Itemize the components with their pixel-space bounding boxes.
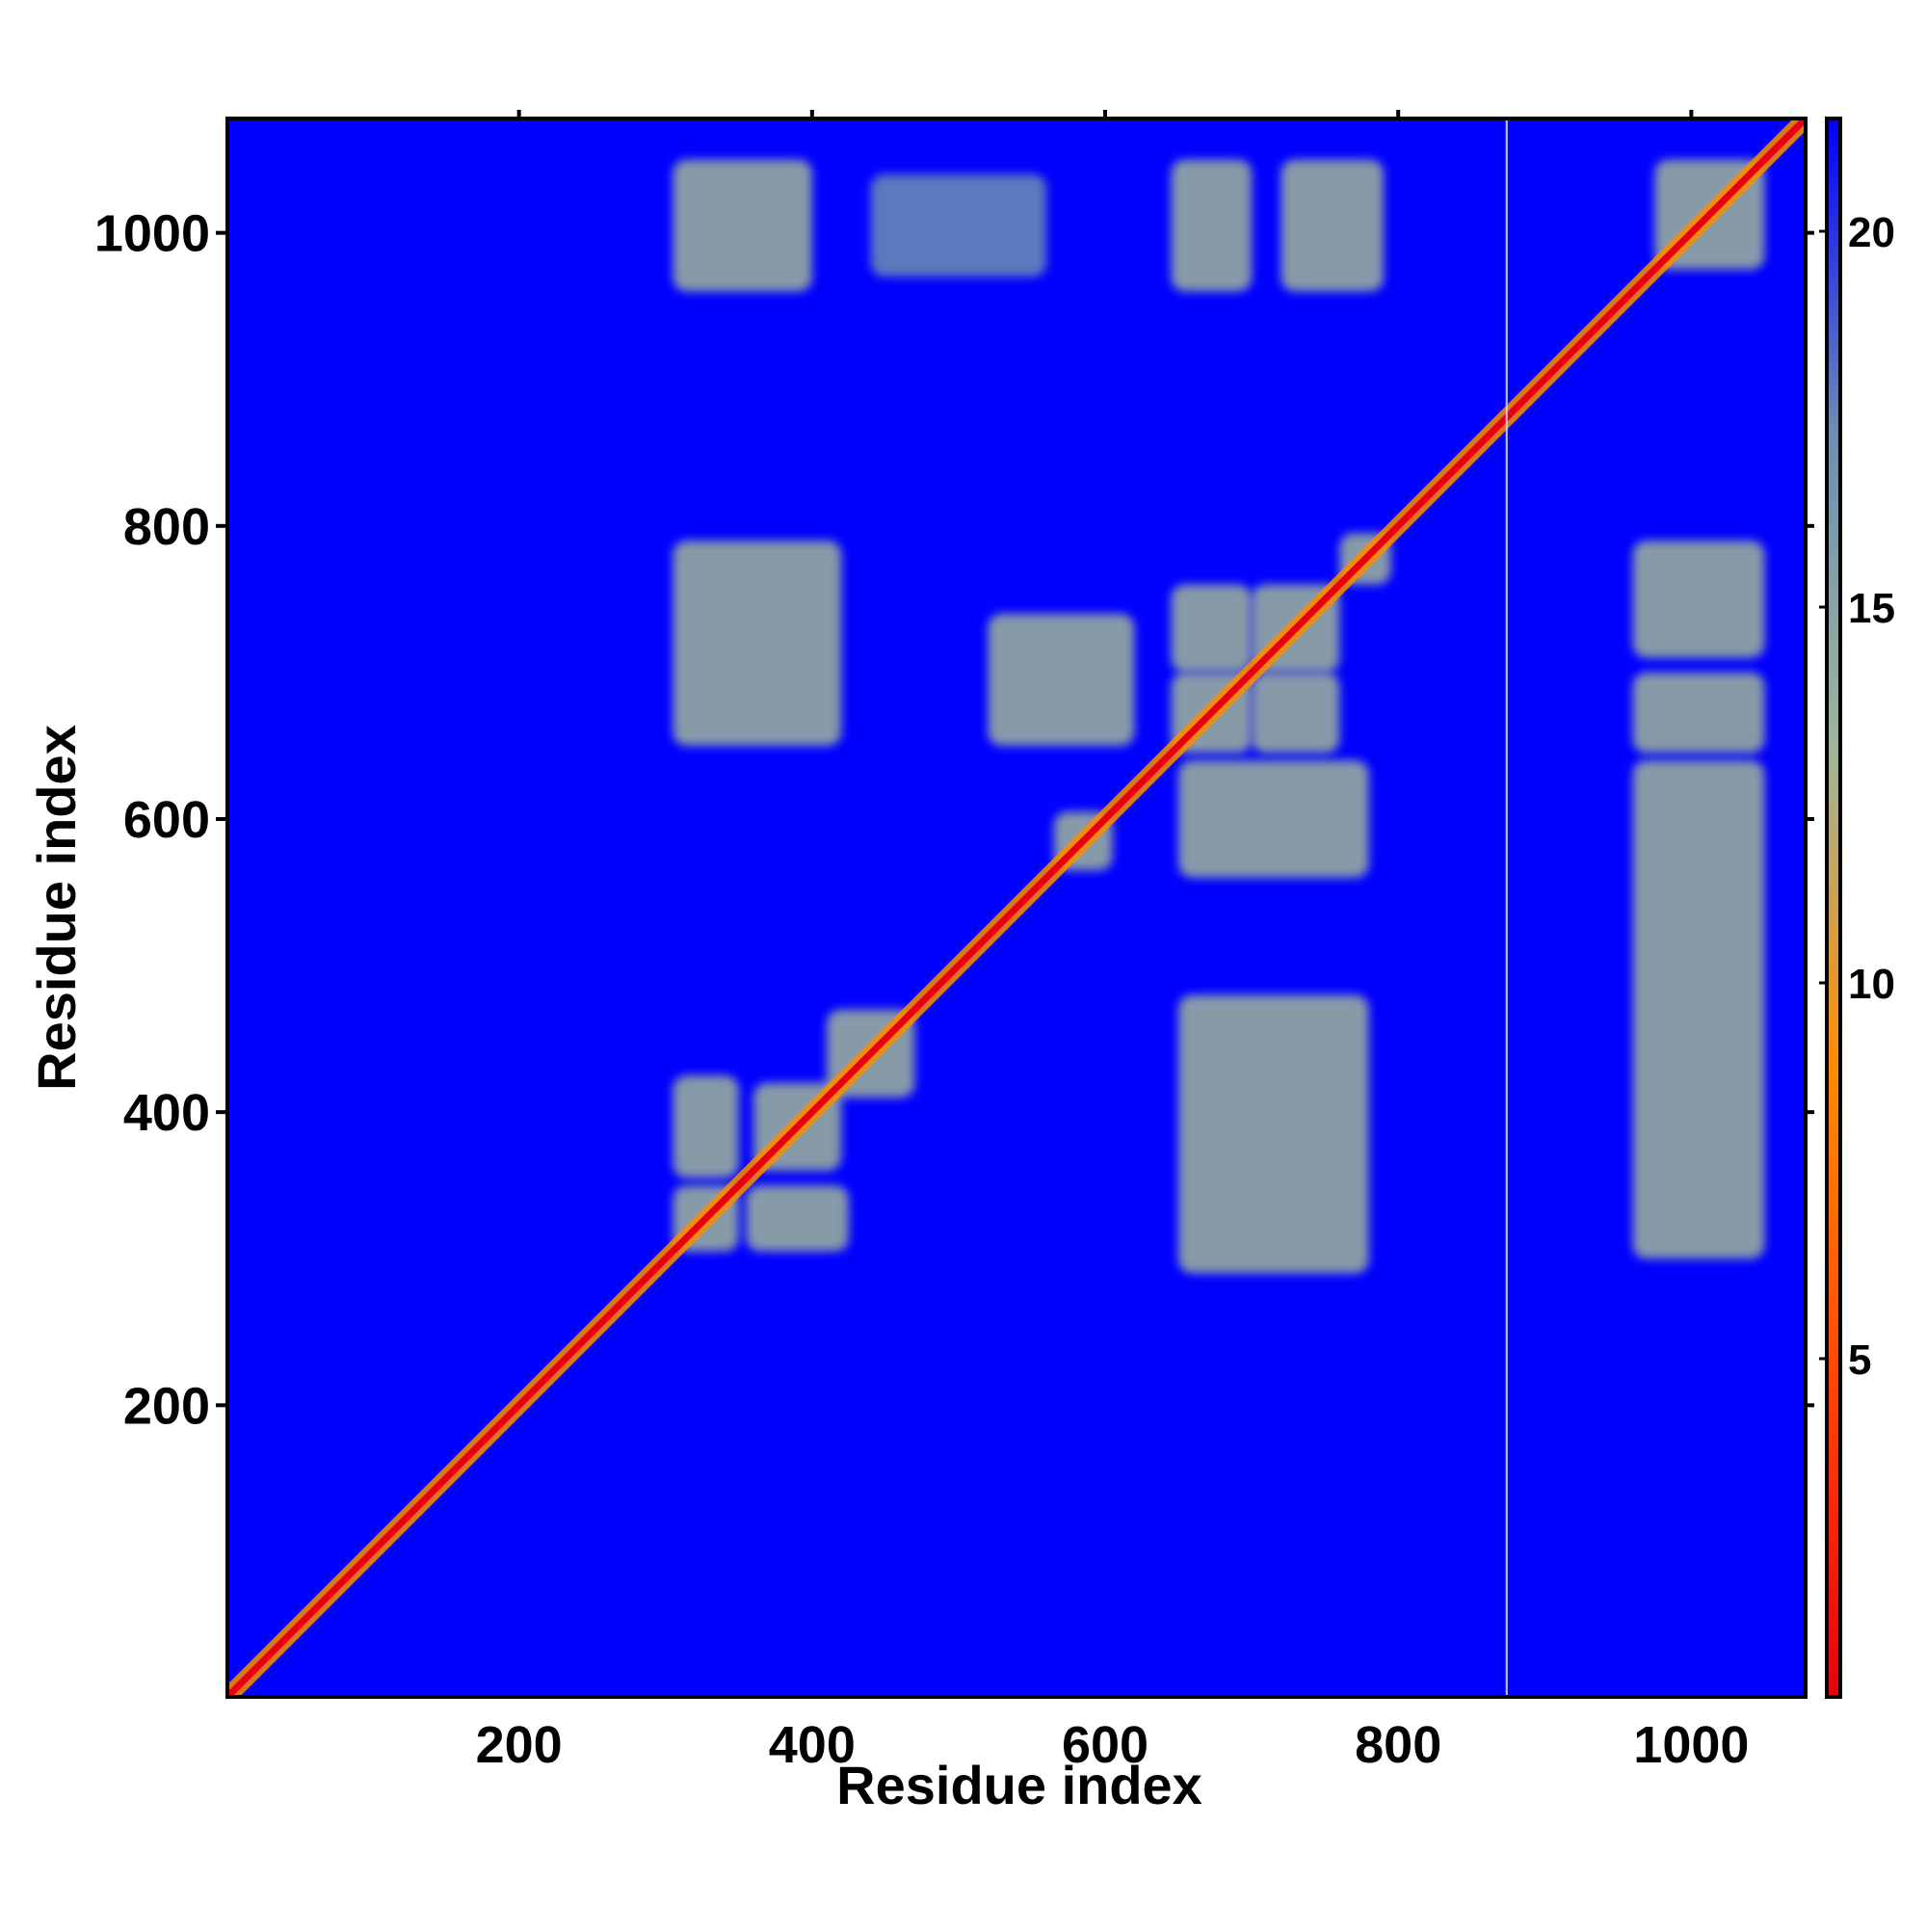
contact-patch-2 xyxy=(746,1185,849,1252)
contact-patch-7 xyxy=(1252,672,1340,754)
contact-patch-22 xyxy=(870,173,1047,278)
plot-frame xyxy=(225,117,1808,1699)
contact-patch-16 xyxy=(673,541,842,746)
y-axis-label: Residue index xyxy=(26,725,87,1091)
colorbar xyxy=(1825,117,1842,1699)
contact-patch-21 xyxy=(673,159,812,292)
y-tick-label: 200 xyxy=(123,1377,210,1435)
y-tick-label: 1000 xyxy=(94,205,210,263)
colorbar-tick-label: 15 xyxy=(1848,585,1895,632)
x-tick-label: 400 xyxy=(769,1716,856,1774)
x-tick-label: 200 xyxy=(476,1716,563,1774)
colorbar-tick-label: 10 xyxy=(1848,961,1895,1008)
contact-patch-20 xyxy=(1632,760,1765,1259)
contact-patch-1 xyxy=(673,1075,739,1178)
x-tick-label: 1000 xyxy=(1633,1716,1749,1774)
contact-patch-14 xyxy=(1632,672,1765,754)
contact-patch-15 xyxy=(1632,541,1765,658)
y-tick-label: 600 xyxy=(123,791,210,849)
contact-patch-6 xyxy=(1171,584,1253,673)
x-tick-label: 600 xyxy=(1062,1716,1148,1774)
y-tick-label: 400 xyxy=(123,1084,210,1142)
diagonal-line xyxy=(227,119,1806,1697)
contact-patch-17 xyxy=(988,614,1135,746)
x-axis-label: Residue index xyxy=(836,1755,1202,1815)
contact-patch-18 xyxy=(1178,760,1369,878)
y-tick-label: 800 xyxy=(123,498,210,556)
x-tick-label: 800 xyxy=(1355,1716,1441,1774)
contact-patch-13 xyxy=(1280,159,1384,292)
contact-patch-12 xyxy=(1171,159,1253,292)
contact-patch-19 xyxy=(1178,994,1369,1274)
colorbar-tick-label: 5 xyxy=(1848,1337,1871,1384)
colorbar-tick-label: 20 xyxy=(1848,209,1895,256)
